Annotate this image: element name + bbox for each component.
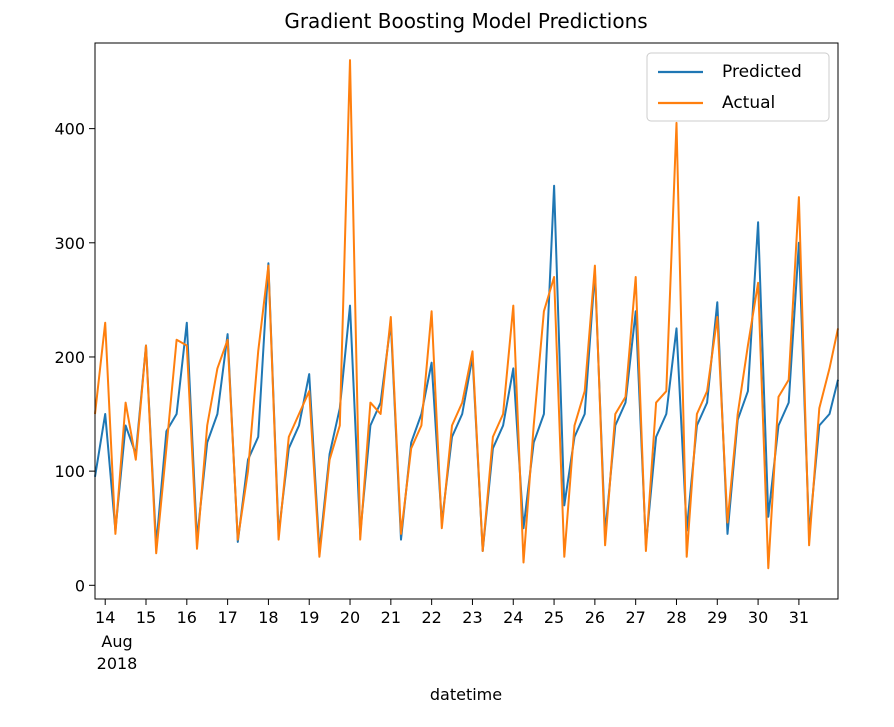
x-tick-label: 29 <box>707 608 727 627</box>
y-axis: 0 100 200 300 400 <box>54 120 95 595</box>
x-tick-label: 15 <box>136 608 156 627</box>
x-month-label: Aug <box>101 632 132 651</box>
legend-label-actual: Actual <box>722 93 775 113</box>
x-tick-label: 16 <box>177 608 197 627</box>
series-line-predicted <box>94 184 839 552</box>
axes-frame <box>94 42 839 600</box>
x-tick-label: 21 <box>381 608 401 627</box>
x-tick-label: 18 <box>258 608 278 627</box>
x-tick-label: 19 <box>299 608 319 627</box>
x-tick-label: 14 <box>95 608 115 627</box>
x-tick-label: 30 <box>748 608 768 627</box>
x-tick-label: 23 <box>462 608 482 627</box>
y-tick-label: 400 <box>54 120 85 139</box>
x-tick-label: 22 <box>421 608 441 627</box>
x-tick-label: 27 <box>625 608 645 627</box>
x-axis-title: datetime <box>430 685 502 704</box>
x-tick-label: 31 <box>789 608 809 627</box>
x-axis: 14 15 16 17 18 19 20 21 22 23 24 25 26 27 28 29 30 31 <box>95 599 809 627</box>
x-year-label: 2018 <box>97 654 138 673</box>
y-tick-label: 100 <box>54 462 85 481</box>
x-tick-label: 25 <box>544 608 564 627</box>
legend: Predicted Actual <box>646 52 830 122</box>
y-tick-label: 0 <box>75 576 85 595</box>
x-tick-label: 17 <box>217 608 237 627</box>
plot-area <box>94 42 839 600</box>
x-tick-label: 20 <box>340 608 360 627</box>
chart-title: Gradient Boosting Model Predictions <box>284 9 647 33</box>
series-line-actual <box>94 59 839 570</box>
y-tick-label: 200 <box>54 348 85 367</box>
x-tick-label: 28 <box>666 608 686 627</box>
legend-label-predicted: Predicted <box>722 62 802 82</box>
x-tick-label: 26 <box>585 608 605 627</box>
x-tick-label: 24 <box>503 608 523 627</box>
series-lines <box>94 59 839 570</box>
y-tick-label: 300 <box>54 234 85 253</box>
